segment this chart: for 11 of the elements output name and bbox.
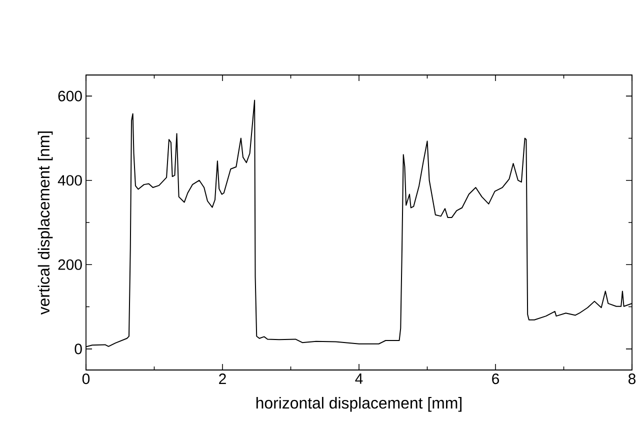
y-tick-label: 400 — [58, 175, 82, 186]
y-tick-label: 0 — [74, 344, 82, 354]
x-axis-title: horizontal displacement [mm] — [256, 396, 462, 412]
x-tick-label: 2 — [219, 374, 226, 384]
x-tick-label: 0 — [82, 374, 90, 384]
x-tick-label: 4 — [355, 374, 363, 384]
y-tick-label: 200 — [58, 259, 82, 270]
y-tick-label: 600 — [58, 90, 82, 102]
y-axis-title: vertical displacement [nm] — [38, 132, 53, 315]
x-tick-label: 8 — [628, 374, 636, 384]
x-tick-label: 6 — [492, 374, 500, 384]
